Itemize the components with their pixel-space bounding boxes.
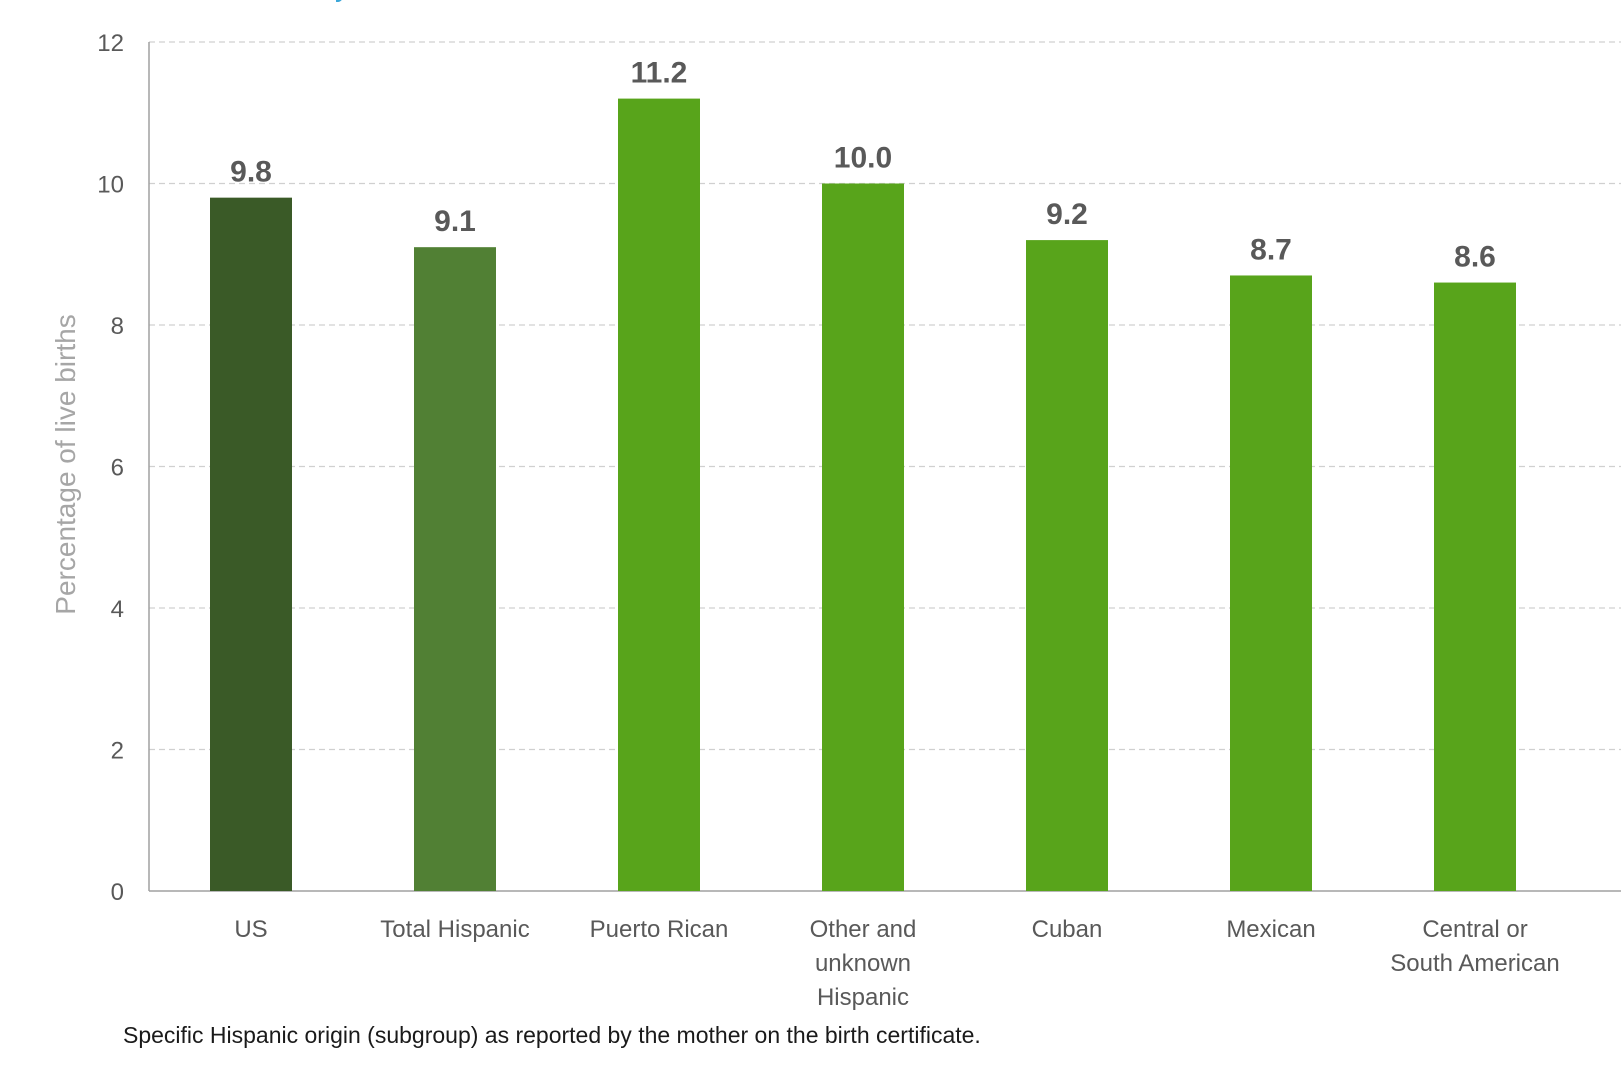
y-tick-label: 0 [111, 879, 124, 906]
y-tick-label: 4 [111, 596, 124, 623]
x-tick-label: US [234, 916, 267, 943]
title-fragment: y [335, 0, 350, 4]
data-label: 8.6 [1454, 241, 1496, 274]
bar [822, 183, 904, 891]
bar [414, 247, 496, 892]
bar [1026, 240, 1108, 892]
data-label: 10.0 [834, 142, 892, 175]
y-tick-label: 10 [97, 172, 124, 199]
data-label: 9.1 [434, 205, 476, 238]
y-tick-label: 6 [111, 455, 124, 482]
x-tick-label: Mexican [1226, 916, 1315, 943]
bar [1434, 282, 1516, 891]
x-tick-label: Hispanic [817, 984, 909, 1011]
bar [1230, 275, 1312, 892]
data-label: 9.2 [1046, 198, 1088, 231]
y-tick-label: 2 [111, 738, 124, 765]
data-label: 8.7 [1250, 233, 1292, 266]
x-tick-label: Other and [810, 916, 917, 943]
x-tick-label: unknown [815, 950, 911, 977]
x-tick-label: Central or [1422, 916, 1527, 943]
bar [210, 197, 292, 891]
x-tick-label: Puerto Rican [590, 916, 729, 943]
data-label: 11.2 [631, 57, 688, 90]
x-tick-label: Total Hispanic [380, 916, 529, 943]
footnote: Specific Hispanic origin (subgroup) as r… [123, 1022, 981, 1048]
bar [618, 98, 700, 892]
y-tick-label: 12 [97, 30, 124, 57]
y-tick-label: 8 [111, 313, 124, 340]
data-label: 9.8 [230, 156, 272, 189]
x-tick-label: South American [1390, 950, 1559, 977]
x-tick-label: Cuban [1032, 916, 1103, 943]
y-axis-title: Percentage of live births [50, 314, 81, 614]
